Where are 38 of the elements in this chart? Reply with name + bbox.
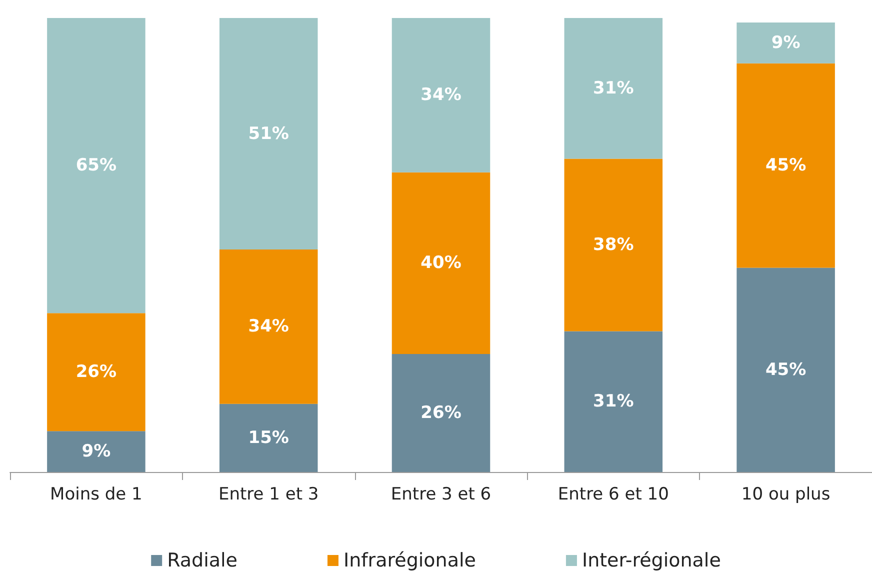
legend-label: Infrarégionale — [343, 550, 476, 572]
data-label: 31% — [593, 392, 634, 412]
data-label: 34% — [420, 85, 462, 106]
data-label: 31% — [593, 78, 634, 98]
bar — [392, 354, 490, 472]
data-label: 38% — [593, 235, 634, 255]
bar — [219, 404, 318, 472]
bar — [564, 18, 663, 159]
x-tick-label: Entre 3 et 6 — [390, 484, 492, 504]
x-tick-label: 10 ou plus — [741, 484, 830, 504]
data-label: 65% — [76, 156, 117, 176]
legend-label: Radiale — [167, 550, 238, 572]
bar — [219, 250, 318, 404]
bar — [47, 313, 146, 432]
bar — [47, 18, 146, 314]
data-label: 9% — [771, 32, 800, 53]
data-label: 26% — [76, 362, 117, 382]
bar — [392, 172, 490, 354]
data-label: 51% — [248, 124, 289, 144]
data-label: 45% — [765, 360, 806, 380]
data-label: 40% — [420, 253, 462, 274]
bar — [564, 158, 663, 332]
bar — [392, 18, 490, 172]
bar — [736, 268, 835, 472]
x-tick-label: Moins de 1 — [50, 484, 142, 504]
bar — [564, 331, 663, 472]
legend-label: Inter-régionale — [582, 550, 721, 572]
x-tick-label: Entre 1 et 3 — [218, 484, 319, 504]
data-label: 26% — [420, 402, 462, 423]
bar — [736, 22, 835, 64]
data-label: 34% — [248, 316, 289, 337]
bar — [219, 18, 318, 250]
bar — [736, 63, 835, 268]
bar — [47, 431, 146, 472]
data-label: 9% — [82, 442, 111, 462]
x-tick-label: Entre 6 et 10 — [558, 484, 669, 504]
data-label: 15% — [248, 428, 289, 448]
data-label: 45% — [765, 156, 806, 176]
